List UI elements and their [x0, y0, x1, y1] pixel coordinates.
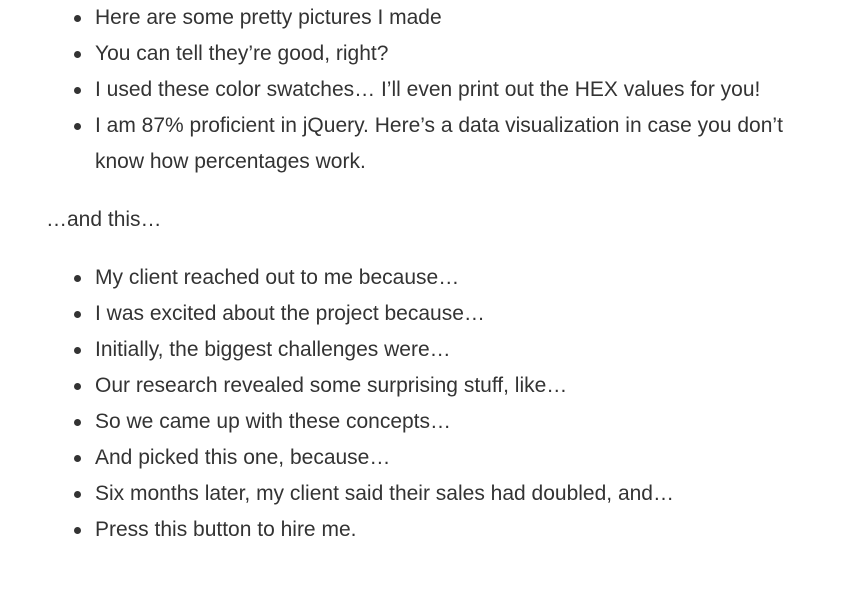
list-item-text: So we came up with these concepts… — [95, 410, 452, 433]
bullet-icon — [74, 455, 81, 462]
list-item: Press this button to hire me. — [74, 512, 826, 548]
list-item: I used these color swatches… I’ll even p… — [74, 72, 826, 108]
list-item-text: And picked this one, because… — [95, 446, 391, 469]
bullet-icon — [74, 527, 81, 534]
list-item: I am 87% proficient in jQuery. Here’s a … — [74, 108, 826, 180]
bullet-icon — [74, 15, 81, 22]
bullet-icon — [74, 347, 81, 354]
bullet-icon — [74, 419, 81, 426]
list-item: You can tell they’re good, right? — [74, 36, 826, 72]
bullet-icon — [74, 87, 81, 94]
list-item-text: Our research revealed some surprising st… — [95, 374, 568, 397]
list-item: Here are some pretty pictures I made — [74, 0, 826, 36]
article-content: Here are some pretty pictures I made You… — [46, 0, 826, 548]
bullet-icon — [74, 491, 81, 498]
bulleted-list-portfolio-clichés: Here are some pretty pictures I made You… — [46, 0, 826, 180]
paragraph-and-this: …and this… — [46, 208, 162, 231]
bullet-icon — [74, 123, 81, 130]
list-item-text: I used these color swatches… I’ll even p… — [95, 78, 761, 101]
bullet-icon — [74, 275, 81, 282]
bullet-icon — [74, 311, 81, 318]
list-item: So we came up with these concepts… — [74, 404, 826, 440]
list-item-text: Six months later, my client said their s… — [95, 482, 674, 505]
bullet-icon — [74, 383, 81, 390]
list-item-text: I was excited about the project because… — [95, 302, 485, 325]
list-item: I was excited about the project because… — [74, 296, 826, 332]
list-item: My client reached out to me because… — [74, 260, 826, 296]
bulleted-list-case-study-story: My client reached out to me because… I w… — [46, 260, 826, 548]
bullet-icon — [74, 51, 81, 58]
list-item-text: Press this button to hire me. — [95, 518, 357, 541]
list-item: And picked this one, because… — [74, 440, 826, 476]
list-item-text: Initially, the biggest challenges were… — [95, 338, 451, 361]
list-item-text: Here are some pretty pictures I made — [95, 6, 442, 29]
list-item-text: You can tell they’re good, right? — [95, 42, 389, 65]
list-item: Our research revealed some surprising st… — [74, 368, 826, 404]
list-item-text: My client reached out to me because… — [95, 266, 460, 289]
list-item: Six months later, my client said their s… — [74, 476, 826, 512]
list-item: Initially, the biggest challenges were… — [74, 332, 826, 368]
list-item-text: I am 87% proficient in jQuery. Here’s a … — [95, 114, 783, 173]
